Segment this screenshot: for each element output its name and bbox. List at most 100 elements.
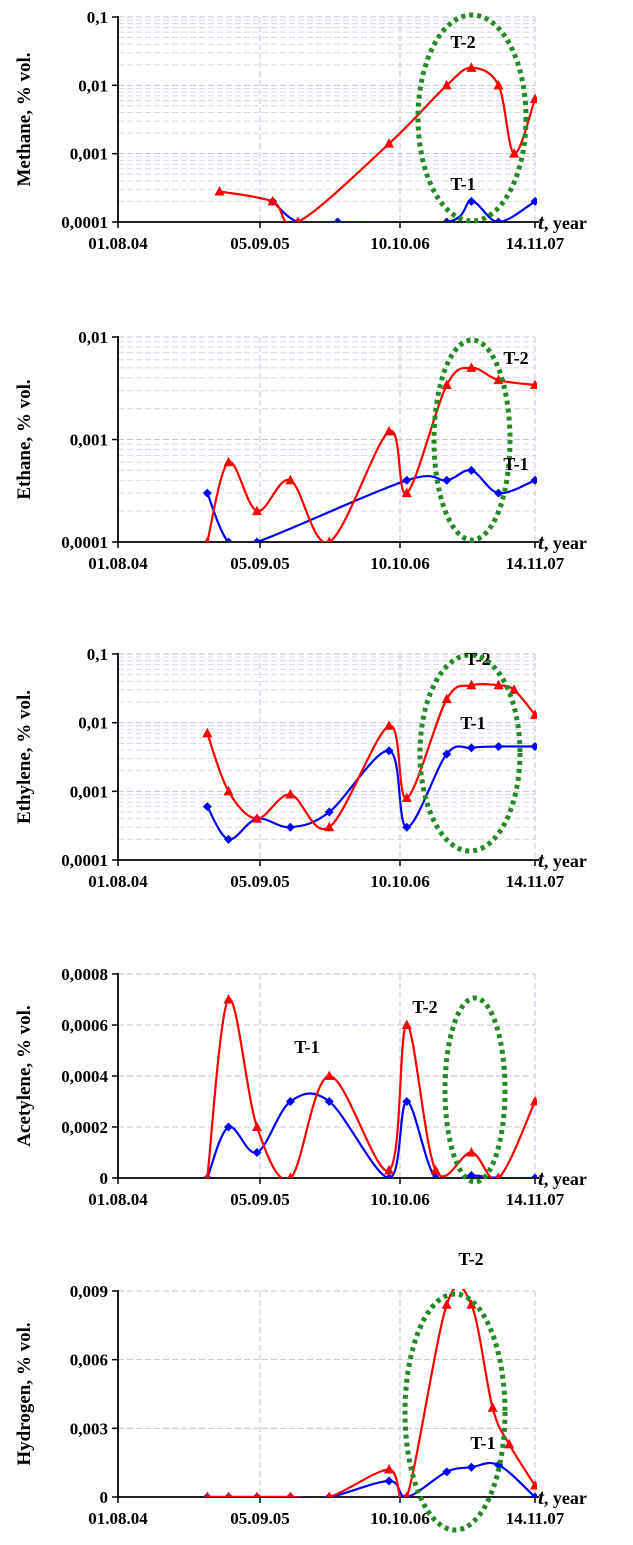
series-group — [202, 994, 537, 1178]
y-tick-label: 0,0008 — [61, 965, 108, 984]
highlight-ellipse — [417, 652, 523, 854]
data-point-t-2 — [384, 1464, 395, 1474]
data-point-t-2 — [504, 1438, 515, 1449]
x-tick-label: 14.11.07 — [506, 1509, 565, 1528]
data-point-t-1 — [494, 217, 504, 222]
data-point-t-2 — [223, 785, 234, 796]
y-tick-label: 0 — [100, 1488, 109, 1507]
gridlines — [118, 16, 536, 222]
data-point-t-1 — [530, 1492, 537, 1497]
series-line-t-2 — [207, 1289, 536, 1497]
data-point-t-2 — [252, 505, 262, 516]
series-line-t-1 — [206, 745, 536, 841]
y-axis-title: Ethane, % vol. — [14, 379, 35, 499]
data-point-t-2 — [493, 79, 504, 90]
x-axis-title: t, year — [538, 210, 587, 234]
data-point-t-1 — [202, 488, 212, 498]
series-label-t-2: T-2 — [450, 32, 475, 52]
data-point-t-1 — [324, 1097, 334, 1106]
data-point-t-2 — [204, 1172, 211, 1178]
data-point-t-2 — [384, 720, 395, 730]
x-tick-label: 05.09.05 — [230, 554, 290, 573]
series-line-t-2 — [219, 66, 537, 222]
data-point-t-2 — [287, 1491, 294, 1497]
data-point-t-2 — [384, 425, 395, 436]
data-point-t-1 — [224, 537, 234, 542]
series-label-t-1: T-1 — [470, 1433, 495, 1453]
y-axis-title: Hydrogen, % vol. — [14, 1322, 35, 1465]
series-label-t-2: T-2 — [412, 997, 437, 1017]
data-point-t-1 — [202, 802, 212, 812]
y-axis-title: Methane, % vol. — [14, 52, 35, 186]
data-point-t-1 — [224, 834, 234, 844]
data-point-t-2 — [509, 148, 520, 158]
data-point-t-1 — [530, 475, 537, 485]
data-point-t-2 — [466, 1147, 477, 1157]
y-tick-label: 0,1 — [87, 645, 108, 664]
data-point-t-2 — [441, 379, 452, 390]
x-axis-variable: t — [538, 210, 545, 234]
data-point-t-2 — [326, 1491, 333, 1497]
series-label-t-1: T-1 — [450, 174, 475, 194]
data-point-t-2 — [223, 456, 234, 467]
x-axis-title: t, year — [538, 848, 587, 872]
data-point-t-1 — [494, 741, 504, 751]
data-point-t-1 — [285, 822, 295, 832]
x-axis-unit: , year — [544, 213, 587, 233]
highlight-ellipse — [415, 12, 529, 224]
data-point-t-2 — [530, 1096, 537, 1106]
data-point-t-1 — [530, 1173, 537, 1178]
y-tick-label: 0,0001 — [61, 851, 108, 870]
data-point-t-1 — [431, 1173, 441, 1178]
data-point-t-2 — [530, 709, 537, 719]
data-point-t-1 — [384, 1476, 394, 1486]
x-tick-label: 05.09.05 — [230, 234, 290, 253]
series-group — [214, 62, 537, 222]
y-tick-label: 0,1 — [87, 8, 108, 27]
data-point-t-2 — [204, 536, 211, 542]
data-point-t-1 — [402, 822, 412, 832]
data-point-t-2 — [509, 684, 520, 694]
x-axis-unit: , year — [544, 1169, 587, 1189]
y-tick-label: 0,001 — [70, 431, 108, 450]
data-point-t-2 — [223, 994, 234, 1004]
data-point-t-2 — [530, 93, 537, 104]
y-tick-label: 0,001 — [70, 782, 108, 801]
chart-panel-3: 0,0001 0,001 0,01 0,1 01.08.04 05.09.05 10.10.… — [14, 645, 587, 891]
series-group — [202, 1289, 537, 1497]
data-point-t-2 — [252, 813, 262, 823]
data-point-t-2 — [487, 1402, 498, 1412]
data-point-t-2 — [466, 1299, 477, 1309]
y-tick-label: 0 — [100, 1169, 109, 1188]
series-label-t-1: T-1 — [503, 454, 528, 474]
data-point-t-1 — [530, 741, 537, 751]
x-axis-unit: , year — [544, 1488, 587, 1508]
x-axis-variable: t — [538, 848, 545, 872]
data-point-t-1 — [252, 537, 262, 542]
data-point-t-1 — [466, 1462, 476, 1472]
data-point-t-2 — [403, 1491, 410, 1497]
x-tick-label: 10.10.06 — [370, 554, 430, 573]
data-point-t-2 — [530, 379, 537, 390]
x-tick-label: 14.11.07 — [506, 872, 565, 891]
x-axis-title: t, year — [538, 1485, 587, 1509]
data-point-t-2 — [530, 1480, 537, 1490]
series-group — [202, 679, 537, 844]
data-point-t-2 — [466, 62, 477, 72]
series-label-t-1: T-1 — [294, 1037, 319, 1057]
x-tick-label: 05.09.05 — [230, 872, 290, 891]
series-label-t-1: T-1 — [460, 713, 485, 733]
y-axis-title: Acetylene, % vol. — [14, 1005, 35, 1146]
x-tick-label: 10.10.06 — [370, 234, 430, 253]
data-point-t-2 — [252, 1121, 262, 1131]
data-point-t-2 — [466, 362, 477, 372]
data-point-t-2 — [225, 1491, 232, 1497]
data-point-t-1 — [494, 488, 504, 498]
x-axis-variable: t — [538, 1166, 545, 1190]
highlight-ellipse — [402, 1291, 508, 1533]
series-group — [202, 362, 537, 542]
highlight-ellipse — [431, 337, 513, 543]
x-tick-label: 10.10.06 — [370, 1509, 430, 1528]
y-tick-label: 0,01 — [78, 328, 108, 347]
x-tick-label: 14.11.07 — [506, 234, 565, 253]
